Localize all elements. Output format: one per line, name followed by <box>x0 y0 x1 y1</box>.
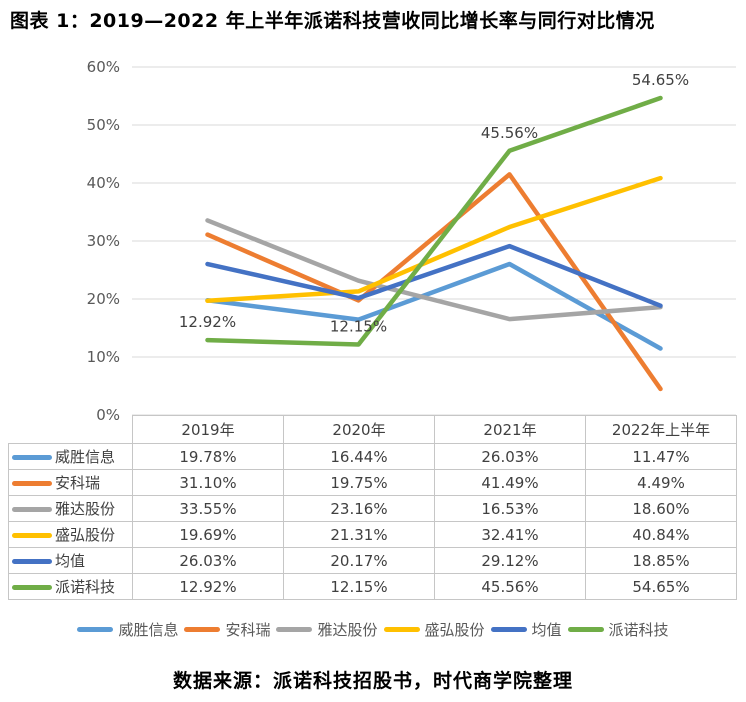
series-name-cell: 均值 <box>8 547 133 574</box>
legend-swatch <box>567 626 604 632</box>
column-header: 2020年 <box>283 415 435 444</box>
legend-item: 派诺科技 <box>567 619 669 640</box>
series-name-label: 安科瑞 <box>55 474 101 492</box>
value-cell: 19.75% <box>283 469 435 496</box>
column-header: 2022年上半年 <box>585 415 737 444</box>
value-cell: 19.69% <box>132 521 284 548</box>
value-cell: 31.10% <box>132 469 284 496</box>
figure-title: 图表 1：2019—2022 年上半年派诺科技营收同比增长率与同行对比情况 <box>10 10 655 32</box>
source-note: 数据来源：派诺科技招股书，时代商学院整理 <box>172 670 573 692</box>
series-line-swatch <box>12 481 52 486</box>
value-cell: 45.56% <box>434 573 586 600</box>
table-corner-cell <box>9 416 133 444</box>
table-row: 盛弘股份 19.69% 21.31% 32.41% 40.84% <box>8 521 737 548</box>
legend-item: 威胜信息 <box>77 619 178 640</box>
series-line-swatch <box>12 559 52 564</box>
legend-label: 均值 <box>531 620 562 639</box>
series-line-swatch <box>12 455 52 460</box>
y-axis-tick-label: 40% <box>87 174 120 192</box>
data-label: 12.92% <box>179 313 236 331</box>
series-name-label: 雅达股份 <box>55 500 116 518</box>
line-chart: 0% 10% 20% 30% 40% 50% 60% 12.92% 12.15% 45.56% 54… <box>87 58 736 424</box>
series-line-swatch <box>12 533 52 538</box>
value-cell: 23.16% <box>283 495 435 522</box>
y-axis-tick-label: 20% <box>87 290 120 308</box>
series-name-cell: 威胜信息 <box>8 443 133 470</box>
y-axis-tick-label: 0% <box>96 406 120 424</box>
value-cell: 54.65% <box>585 573 737 600</box>
table-row: 派诺科技 12.92% 12.15% 45.56% 54.65% <box>8 573 737 600</box>
series-line <box>205 243 663 308</box>
value-cell: 16.53% <box>434 495 586 522</box>
value-cell: 4.49% <box>585 469 737 496</box>
legend-label: 雅达股份 <box>317 620 378 639</box>
value-cell: 40.84% <box>585 521 737 548</box>
legend-label: 盛弘股份 <box>424 620 485 639</box>
legend-swatch <box>276 626 313 632</box>
series-name-cell: 安科瑞 <box>8 469 133 496</box>
y-axis-tick-label: 60% <box>87 58 120 76</box>
series-name-label: 均值 <box>55 552 86 570</box>
table-row: 均值 26.03% 20.17% 29.12% 18.85% <box>8 547 737 574</box>
chart-legend: 威胜信息 安科瑞 雅达股份 盛弘股份 均值 派诺科技 <box>0 619 746 640</box>
legend-label: 派诺科技 <box>608 620 669 639</box>
value-cell: 12.15% <box>283 573 435 600</box>
legend-swatch <box>383 626 420 632</box>
value-cell: 32.41% <box>434 521 586 548</box>
table-row: 威胜信息 19.78% 16.44% 26.03% 11.47% <box>8 443 737 470</box>
column-header: 2019年 <box>132 415 284 444</box>
series-line <box>205 172 663 392</box>
y-axis-tick-label: 10% <box>87 348 120 366</box>
data-table: 2019年 2020年 2021年 2022年上半年 威胜信息 19.78% 16.44% 2… <box>8 415 737 600</box>
legend-label: 威胜信息 <box>118 620 179 639</box>
table-row: 雅达股份 33.55% 23.16% 16.53% 18.60% <box>8 495 737 522</box>
value-cell: 33.55% <box>132 495 284 522</box>
series-name-label: 派诺科技 <box>55 578 116 596</box>
data-label: 54.65% <box>632 71 689 89</box>
value-cell: 11.47% <box>585 443 737 470</box>
data-label: 45.56% <box>481 124 538 142</box>
series-line-swatch <box>12 585 52 590</box>
series-name-label: 威胜信息 <box>55 448 116 466</box>
legend-item: 安科瑞 <box>184 619 270 640</box>
value-cell: 19.78% <box>132 443 284 470</box>
column-header: 2021年 <box>434 415 586 444</box>
data-label: 12.15% <box>330 318 387 336</box>
legend-label: 安科瑞 <box>225 620 271 639</box>
y-axis-tick-label: 50% <box>87 116 120 134</box>
series-line <box>205 95 663 347</box>
legend-item: 盛弘股份 <box>383 619 485 640</box>
legend-item: 雅达股份 <box>276 619 378 640</box>
value-cell: 18.60% <box>585 495 737 522</box>
value-cell: 12.92% <box>132 573 284 600</box>
series-line <box>205 175 663 304</box>
value-cell: 41.49% <box>434 469 586 496</box>
series-name-cell: 盛弘股份 <box>8 521 133 548</box>
y-axis-tick-label: 30% <box>87 232 120 250</box>
value-cell: 21.31% <box>283 521 435 548</box>
series-line <box>205 218 663 322</box>
value-cell: 26.03% <box>434 443 586 470</box>
series-name-cell: 雅达股份 <box>8 495 133 522</box>
value-cell: 20.17% <box>283 547 435 574</box>
series-line-swatch <box>12 507 52 512</box>
table-row: 安科瑞 31.10% 19.75% 41.49% 4.49% <box>8 469 737 496</box>
legend-swatch <box>184 626 221 632</box>
series-name-cell: 派诺科技 <box>8 573 133 600</box>
legend-swatch <box>77 626 114 632</box>
legend-item: 均值 <box>490 619 562 640</box>
series-name-label: 盛弘股份 <box>55 526 116 544</box>
value-cell: 26.03% <box>132 547 284 574</box>
series-line <box>205 261 663 351</box>
value-cell: 18.85% <box>585 547 737 574</box>
value-cell: 29.12% <box>434 547 586 574</box>
value-cell: 16.44% <box>283 443 435 470</box>
table-header-row: 2019年 2020年 2021年 2022年上半年 <box>9 415 737 444</box>
legend-swatch <box>490 626 527 632</box>
